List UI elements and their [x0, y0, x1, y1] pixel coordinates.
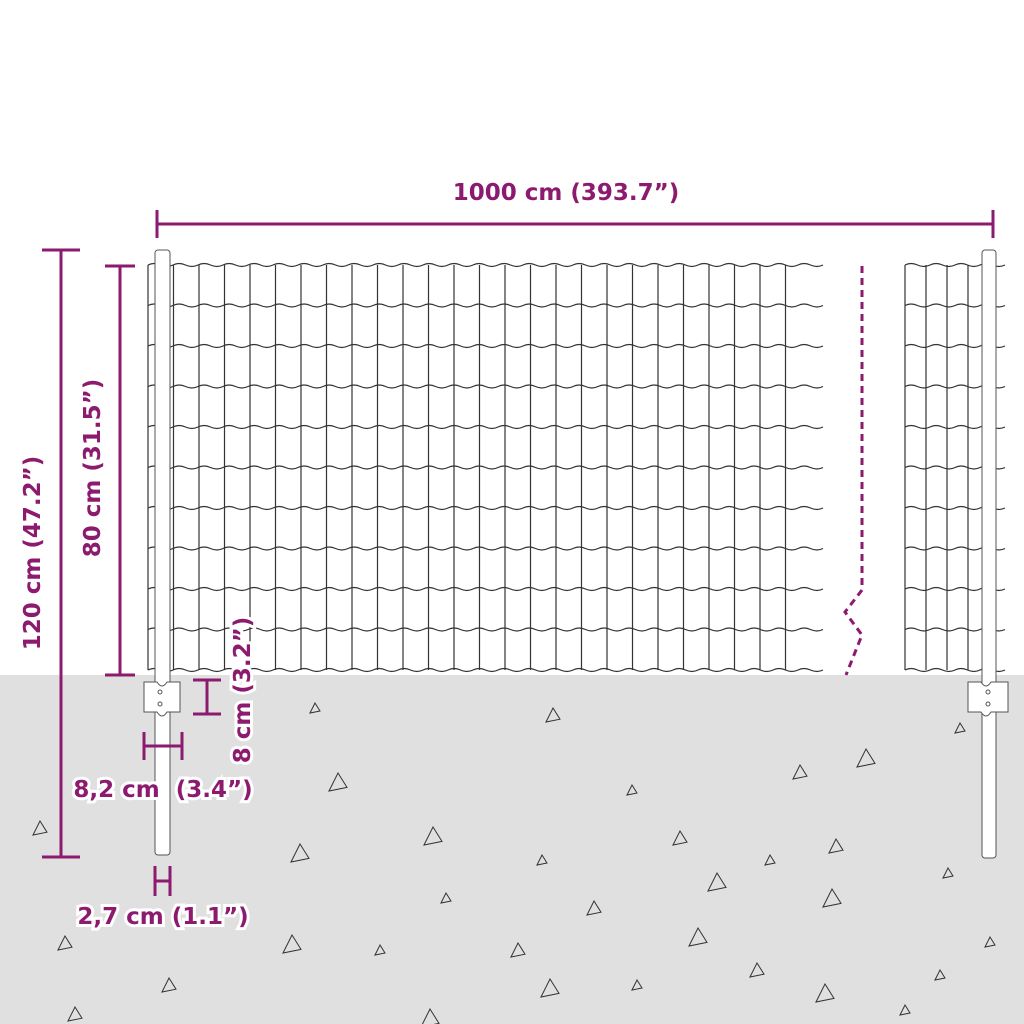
stone-icon [626, 783, 638, 796]
total-height-label: 120 cm (47.2”) [20, 456, 46, 651]
horizontal-wire [147, 627, 824, 632]
stone-icon [828, 837, 844, 854]
wire-mesh [147, 262, 1006, 673]
stone-icon [282, 933, 302, 954]
stone-icon [899, 1003, 911, 1016]
stone-icon [688, 926, 708, 947]
ground [0, 675, 1024, 1024]
stone-icon [545, 706, 561, 723]
length-label: 1000 cm (393.7”) [453, 180, 680, 206]
horizontal-wire [147, 384, 824, 389]
stone-icon [423, 825, 443, 846]
stone-icon [32, 819, 48, 836]
stone-icon [822, 887, 842, 908]
stone-icon [510, 941, 526, 958]
left-post [143, 249, 181, 856]
horizontal-wire [147, 505, 824, 511]
stone-icon [792, 763, 808, 780]
stone-icon [764, 853, 776, 866]
dimension-lines [42, 210, 995, 896]
stone-icon [57, 934, 73, 951]
total-height-dimension-line [42, 248, 80, 859]
horizontal-wire [147, 303, 824, 308]
horizontal-wire [147, 546, 824, 551]
stone-icon [540, 977, 560, 998]
stone-icon [309, 701, 321, 714]
stone-icon [374, 943, 386, 956]
break-line [843, 266, 864, 676]
stone-icon [631, 978, 643, 991]
stone-icon [984, 935, 996, 948]
ground-stones [32, 701, 996, 1024]
plate-height-dimension-line [193, 678, 221, 716]
fence-height-label: 80 cm (31.5”) [80, 379, 106, 558]
stone-icon [161, 976, 177, 993]
horizontal-wire [147, 586, 824, 592]
plate-width-dimension-line [142, 732, 184, 760]
fence-height-dimension-line [105, 264, 135, 677]
stone-icon [856, 747, 876, 768]
stone-icon [942, 866, 954, 879]
stone-icon [749, 961, 765, 978]
stone-icon [707, 871, 727, 892]
horizontal-wire [147, 667, 824, 673]
post-diameter-label: 2,7 cm (1.1”) [77, 904, 248, 930]
post-diameter-dimension-line [153, 866, 172, 896]
stone-icon [67, 1005, 83, 1022]
plate-height-label: 8 cm (3.2”) [230, 617, 256, 764]
horizontal-wire [147, 465, 824, 470]
stone-icon [934, 968, 946, 981]
stone-icon [421, 1007, 440, 1024]
plate-width-label: 8,2 cm (3.4”) [73, 777, 252, 803]
length-dimension-line [155, 210, 995, 238]
right-post [967, 249, 1009, 859]
stone-icon [290, 842, 310, 863]
stone-icon [815, 982, 835, 1003]
horizontal-wire [147, 262, 824, 268]
horizontal-wire [147, 343, 824, 349]
stone-icon [328, 771, 348, 792]
horizontal-wire [147, 424, 824, 430]
stone-icon [672, 829, 688, 846]
stone-icon [954, 721, 966, 734]
stone-icon [586, 899, 602, 916]
stone-icon [536, 853, 548, 866]
stone-icon [440, 891, 452, 904]
